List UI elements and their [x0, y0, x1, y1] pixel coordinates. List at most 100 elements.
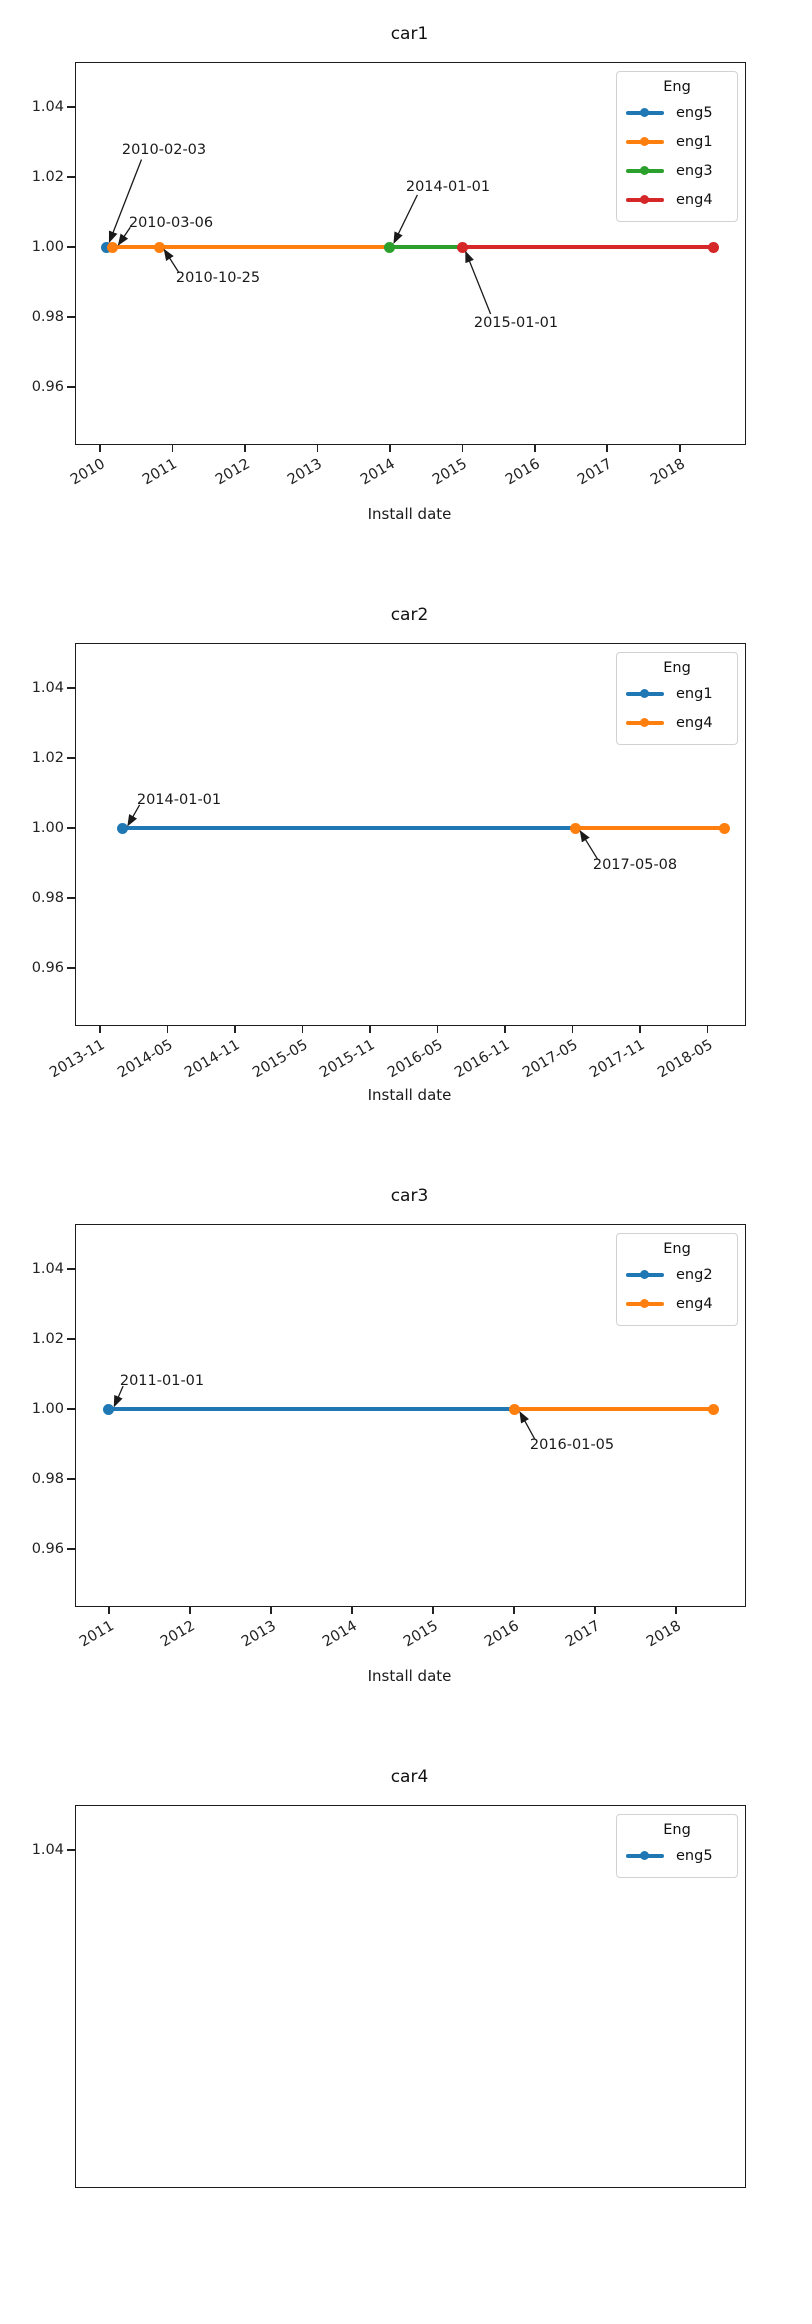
x-tick-label: 2017 [563, 1618, 604, 1651]
x-tick-mark [369, 1025, 371, 1033]
x-tick-label: 2016 [482, 1618, 523, 1651]
y-tick-label: 0.96 [31, 379, 64, 395]
legend-entry-eng4: eng4 [626, 708, 728, 737]
annotation-arrow [465, 250, 492, 315]
legend-label: eng5 [676, 104, 713, 121]
x-tick-mark [504, 1025, 506, 1033]
chart-title: car4 [390, 1767, 429, 1787]
x-tick-label: 2013 [285, 456, 326, 489]
y-tick-mark [67, 1849, 75, 1851]
annotation-label: 2010-02-03 [121, 142, 207, 158]
legend-swatch [626, 165, 664, 176]
x-tick-mark [534, 444, 536, 452]
x-tick-mark [606, 444, 609, 452]
chart-title: car1 [390, 24, 429, 44]
x-tick-mark [166, 1025, 169, 1033]
legend: Eng eng5 eng1 eng3 eng4 [616, 71, 738, 222]
legend-label: eng1 [676, 685, 713, 702]
x-tick-label: 2015 [430, 456, 471, 489]
data-segment-eng2 [108, 1407, 515, 1411]
x-tick-label: 2013-11 [47, 1037, 109, 1082]
data-segment-eng3 [389, 245, 463, 249]
legend-title: Eng [663, 79, 691, 95]
legend-entry-eng3: eng3 [626, 156, 728, 185]
y-tick-mark [67, 176, 75, 178]
plot-area: 1.04 1.02 1.00 0.98 0.96 2011 2012 2013 2014 2015… [32, 1224, 746, 1650]
y-tick-mark [67, 316, 75, 318]
legend-marker [640, 1270, 649, 1279]
x-tick-label: 2018-05 [655, 1037, 716, 1082]
y-tick-label: 1.00 [31, 239, 64, 255]
x-tick-label: 2010 [67, 456, 108, 489]
y-tick-label: 0.96 [31, 1541, 64, 1557]
annotation-label: 2014-01-01 [405, 179, 491, 195]
x-tick-label: 2017-11 [587, 1037, 649, 1082]
x-tick-label: 2011 [140, 456, 181, 489]
data-point-marker [708, 241, 720, 253]
x-tick-mark [594, 1606, 596, 1614]
data-point-marker [569, 822, 581, 834]
y-tick-label: 0.98 [31, 1471, 64, 1487]
x-tick-label: 2015 [401, 1618, 442, 1651]
legend-entry-eng5: eng5 [626, 1841, 728, 1870]
x-tick-label: 2011 [77, 1618, 117, 1651]
legend-swatch [626, 1298, 664, 1309]
y-tick-mark [67, 897, 75, 899]
data-point-marker [153, 241, 165, 253]
y-tick-label: 1.04 [31, 1842, 64, 1858]
y-tick-label: 0.96 [31, 960, 64, 976]
y-tick-mark [67, 386, 75, 388]
x-tick-mark [171, 444, 174, 452]
y-tick-mark [67, 687, 75, 689]
legend: Eng eng5 [616, 1814, 738, 1878]
legend-title: Eng [663, 1822, 691, 1838]
x-tick-mark [571, 1025, 574, 1033]
figure-car2: car2 1.04 1.02 1.00 0.98 0.96 2013-11 2014-05 2… [0, 581, 812, 1162]
x-tick-mark [461, 444, 464, 452]
x-tick-label: 2018 [647, 456, 688, 489]
legend-marker [640, 1851, 649, 1860]
x-tick-label: 2015-11 [317, 1037, 379, 1082]
y-tick-mark [67, 967, 75, 969]
plot-area: 1.04 1.02 1.00 0.98 0.96 2013-11 2014-05 2014-1… [32, 643, 746, 1081]
y-tick-mark [67, 1478, 75, 1480]
annotation-arrow [579, 830, 599, 860]
legend-marker [640, 718, 649, 727]
x-tick-label: 2014 [320, 1618, 361, 1651]
annotation-arrow [519, 1411, 536, 1440]
x-tick-mark [316, 444, 319, 452]
legend-label: eng4 [676, 1295, 713, 1312]
x-tick-label: 2012 [158, 1618, 198, 1651]
x-tick-mark [108, 1606, 110, 1614]
x-tick-label: 2016 [502, 456, 543, 489]
data-point-marker [107, 241, 119, 253]
chart-title: car2 [390, 605, 429, 625]
y-tick-mark [67, 246, 75, 248]
x-tick-mark [189, 1606, 191, 1614]
x-tick-mark [436, 1025, 439, 1033]
plot-area: 1.04 Eng eng5 [32, 1805, 746, 2188]
x-tick-label: 2014 [357, 456, 398, 489]
legend-entry-eng4: eng4 [626, 1289, 728, 1318]
x-tick-mark [234, 1025, 236, 1033]
x-tick-label: 2013 [239, 1618, 280, 1651]
x-tick-mark [513, 1606, 515, 1614]
data-segment-eng4 [514, 1407, 714, 1411]
annotation-label: 2015-01-01 [473, 315, 559, 331]
data-point-marker [103, 1403, 115, 1415]
legend-label: eng3 [676, 162, 713, 179]
y-tick-mark [67, 1338, 75, 1340]
annotation-label: 2011-01-01 [119, 1373, 205, 1389]
x-tick-label: 2014-11 [182, 1037, 244, 1082]
data-point-marker [100, 241, 112, 253]
y-tick-label: 1.02 [31, 1331, 64, 1347]
x-tick-mark [301, 1025, 304, 1033]
plot-area: 1.04 1.02 1.00 0.98 0.96 2010 2011 2012 2013 2014… [32, 62, 746, 488]
legend-label: eng2 [676, 1266, 713, 1283]
legend-entry-eng5: eng5 [626, 98, 728, 127]
legend-title: Eng [663, 1241, 691, 1257]
x-tick-label: 2016-11 [452, 1037, 514, 1082]
legend-entry-eng4: eng4 [626, 185, 728, 214]
x-tick-mark [351, 1606, 353, 1614]
y-tick-label: 0.98 [31, 309, 64, 325]
